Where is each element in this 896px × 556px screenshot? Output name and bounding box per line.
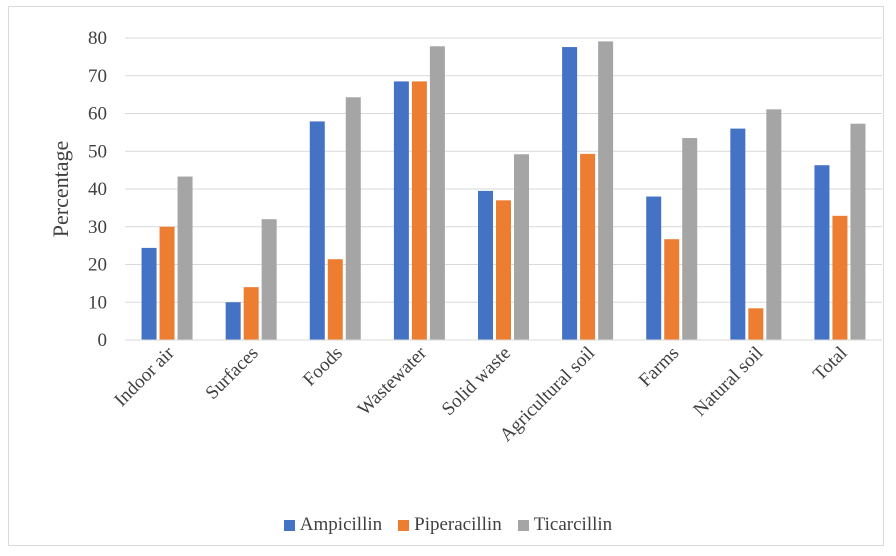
x-tick-label: Surfaces	[202, 343, 263, 404]
y-tick-label: 40	[88, 179, 107, 200]
y-axis-ticks: 0 10 20 30 40 50 60 70 80	[88, 28, 107, 351]
bar-piperacillin-natural-soil	[748, 308, 764, 340]
x-tick-label: Foods	[299, 343, 347, 391]
x-tick-label: Indoor air	[110, 342, 179, 411]
legend-item-ticarcillin: Ticarcillin	[517, 514, 613, 536]
legend-swatch	[517, 519, 529, 531]
bar-ticarcillin-foods	[345, 97, 361, 340]
y-tick-label: 60	[88, 104, 107, 125]
y-tick-label: 0	[98, 330, 108, 351]
legend-label: Ampicillin	[299, 514, 383, 535]
legend-swatch	[283, 519, 295, 531]
bar-ticarcillin-solid-waste	[514, 154, 529, 340]
bar-ticarcillin-natural-soil	[766, 109, 782, 340]
y-tick-label: 70	[88, 66, 107, 87]
y-tick-label: 80	[88, 28, 107, 49]
legend-label: Ticarcillin	[533, 514, 613, 535]
bar-ampicillin-wastewater	[393, 81, 409, 340]
x-tick-label: Natural soil	[689, 343, 767, 421]
bar-piperacillin-total	[832, 215, 848, 340]
y-tick-label: 10	[88, 292, 107, 313]
bar-ticarcillin-indoor-air	[177, 176, 193, 340]
bar-ticarcillin-farms	[682, 138, 698, 340]
legend-label: Piperacillin	[414, 514, 502, 535]
x-tick-label: Farms	[635, 343, 683, 391]
legend-swatch	[398, 519, 410, 531]
bar-ampicillin-surfaces	[225, 302, 241, 340]
bar-piperacillin-wastewater	[411, 81, 427, 340]
bar-piperacillin-farms	[664, 239, 680, 340]
x-axis-ticks: Indoor air Surfaces Foods Wastewater Solid w…	[110, 342, 851, 446]
bar-ticarcillin-surfaces	[261, 219, 277, 340]
bar-ticarcillin-wastewater	[429, 46, 445, 341]
bars	[141, 41, 866, 341]
bar-piperacillin-surfaces	[243, 287, 259, 340]
bar-piperacillin-solid-waste	[496, 200, 511, 340]
legend-item-ampicillin: Ampicillin	[283, 514, 383, 536]
bar-ampicillin-indoor-air	[141, 247, 157, 340]
y-tick-label: 20	[88, 255, 107, 276]
bar-ticarcillin-total	[850, 123, 866, 340]
bar-piperacillin-indoor-air	[159, 226, 175, 340]
legend-item-piperacillin: Piperacillin	[398, 514, 502, 536]
bar-ampicillin-foods	[309, 121, 325, 341]
bar-ampicillin-farms	[646, 196, 662, 340]
bar-ticarcillin-agricultural-soil	[598, 41, 614, 341]
y-axis-label: Percentage	[48, 141, 73, 238]
y-tick-label: 50	[88, 141, 107, 162]
bar-piperacillin-agricultural-soil	[580, 153, 596, 340]
x-tick-label: Total	[809, 343, 851, 385]
y-tick-label: 30	[88, 217, 107, 238]
bar-ampicillin-solid-waste	[478, 190, 493, 340]
bar-piperacillin-foods	[327, 259, 343, 340]
bar-ampicillin-natural-soil	[730, 128, 746, 340]
legend: Ampicillin Piperacillin Ticarcillin	[0, 510, 896, 540]
bar-ampicillin-total	[814, 165, 830, 340]
x-tick-label: Wastewater	[354, 342, 432, 420]
bar-ampicillin-agricultural-soil	[562, 47, 578, 341]
x-tick-label: Solid waste	[438, 343, 515, 420]
